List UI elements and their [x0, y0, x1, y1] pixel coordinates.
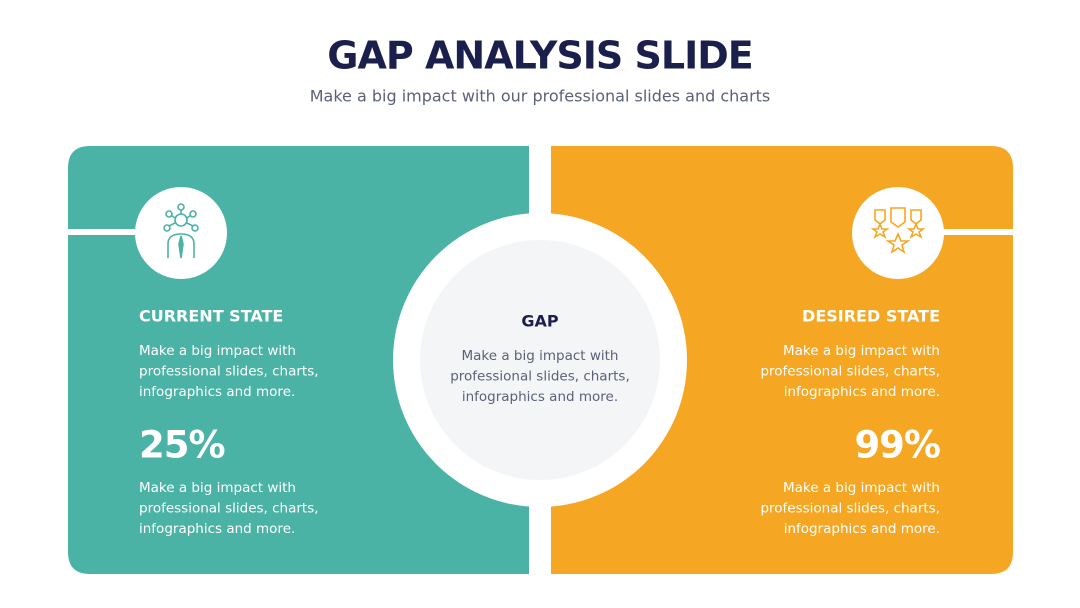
gap-text: Make a big impact with: [462, 348, 619, 364]
desired-text: professional slides, charts,: [760, 364, 940, 380]
title: GAP ANALYSIS SLIDE: [327, 34, 752, 78]
current-text: infographics and more.: [139, 384, 295, 400]
desired-text: infographics and more.: [784, 384, 940, 400]
current-stat-text: infographics and more.: [139, 521, 295, 537]
current-stat-text: professional slides, charts,: [139, 501, 319, 517]
award-icon: [870, 207, 926, 254]
desired-stat: 99%: [854, 424, 940, 467]
current-text: professional slides, charts,: [139, 364, 319, 380]
desired-heading: DESIRED STATE: [802, 307, 940, 326]
gap-circle: [420, 240, 660, 480]
gap-heading: GAP: [521, 312, 559, 331]
icon-circle: [135, 187, 227, 279]
desired-stat-text: infographics and more.: [784, 521, 940, 537]
gap-text: professional slides, charts,: [450, 369, 630, 385]
current-stat: 25%: [139, 424, 225, 467]
desired-stat-text: professional slides, charts,: [760, 501, 940, 517]
current-heading: CURRENT STATE: [139, 307, 283, 326]
connector: [68, 229, 183, 235]
connector: [898, 229, 1013, 235]
desired-text: Make a big impact with: [783, 343, 940, 359]
gap-text: infographics and more.: [462, 389, 618, 405]
current-stat-text: Make a big impact with: [139, 480, 296, 496]
subtitle: Make a big impact with our professional …: [310, 87, 771, 106]
team-icon: [163, 203, 199, 259]
desired-stat-text: Make a big impact with: [783, 480, 940, 496]
current-text: Make a big impact with: [139, 343, 296, 359]
